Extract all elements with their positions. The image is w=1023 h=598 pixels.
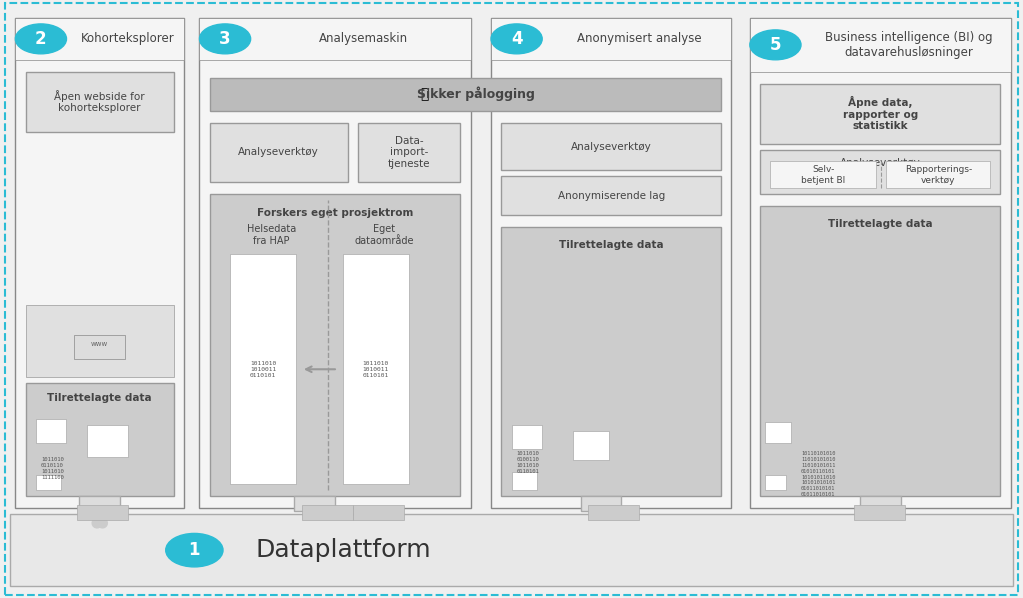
FancyBboxPatch shape [501,227,721,496]
FancyBboxPatch shape [760,84,1000,144]
FancyBboxPatch shape [512,472,537,490]
Text: Tilrettelagte data: Tilrettelagte data [47,393,152,402]
FancyBboxPatch shape [10,514,1013,586]
Text: Sikker pålogging: Sikker pålogging [416,87,535,102]
FancyBboxPatch shape [886,161,990,188]
FancyBboxPatch shape [573,431,609,460]
FancyBboxPatch shape [765,475,786,490]
FancyBboxPatch shape [491,18,731,60]
FancyBboxPatch shape [26,72,174,132]
Text: Analysemaskin: Analysemaskin [318,32,408,45]
FancyBboxPatch shape [36,475,61,490]
FancyBboxPatch shape [588,505,639,520]
FancyBboxPatch shape [199,18,471,508]
FancyBboxPatch shape [75,335,126,359]
FancyBboxPatch shape [854,505,905,520]
Text: 1011010
0110110
1011010
1111100: 1011010 0110110 1011010 1111100 [41,457,63,480]
FancyBboxPatch shape [765,422,791,443]
FancyBboxPatch shape [36,419,66,443]
FancyBboxPatch shape [79,496,121,511]
Text: Eget
dataområde: Eget dataområde [354,224,413,246]
FancyBboxPatch shape [859,496,901,511]
FancyBboxPatch shape [77,505,128,520]
Text: www: www [91,341,108,347]
FancyBboxPatch shape [15,18,184,60]
Text: 1011010
1010011
0110101: 1011010 1010011 0110101 [363,361,389,377]
FancyBboxPatch shape [358,123,460,182]
Text: Åpne data,
rapporter og
statistikk: Åpne data, rapporter og statistikk [843,96,918,131]
Circle shape [199,24,251,54]
FancyBboxPatch shape [580,496,621,511]
Text: 5: 5 [769,36,782,54]
Text: Selv-
betjent BI: Selv- betjent BI [801,165,845,185]
Text: Rapporterings-
verktøy: Rapporterings- verktøy [904,165,972,185]
FancyBboxPatch shape [750,18,1011,72]
FancyBboxPatch shape [26,305,174,377]
Circle shape [166,533,223,567]
Text: Business intelligence (BI) og
datavarehusløsninger: Business intelligence (BI) og datavarehu… [825,31,992,59]
FancyBboxPatch shape [770,161,876,188]
Text: Tilrettelagte data: Tilrettelagte data [828,219,933,230]
Text: 1011010
1010011
0110101: 1011010 1010011 0110101 [250,361,276,377]
Text: 1011010
0100110
1011010
0110101: 1011010 0100110 1011010 0110101 [517,451,539,474]
FancyBboxPatch shape [15,18,184,508]
FancyBboxPatch shape [230,254,296,484]
Text: 3: 3 [219,30,231,48]
FancyBboxPatch shape [343,254,408,484]
Text: 10110101010
11010101010
11010101011
01010110101
10101011010
10101010101
01011010: 10110101010 11010101010 11010101011 0101… [801,451,836,497]
Text: Helsedata
fra HAP: Helsedata fra HAP [247,224,296,246]
Circle shape [15,24,66,54]
Text: 2: 2 [35,30,47,48]
Circle shape [491,24,542,54]
FancyBboxPatch shape [210,123,348,182]
FancyBboxPatch shape [199,18,471,60]
Text: Analyseverktøy: Analyseverktøy [571,142,652,151]
FancyBboxPatch shape [501,123,721,170]
Text: Anonymiserende lag: Anonymiserende lag [558,191,665,201]
Text: Åpen webside for
kohorteksplorer: Åpen webside for kohorteksplorer [54,90,145,114]
FancyBboxPatch shape [491,18,731,508]
Circle shape [750,30,801,60]
Text: Analyseverktøy: Analyseverktøy [238,148,319,157]
FancyBboxPatch shape [26,383,174,496]
FancyBboxPatch shape [210,78,721,111]
Text: 4: 4 [510,30,523,48]
Text: Anonymisert analyse: Anonymisert analyse [577,32,702,45]
Text: Dataplattform: Dataplattform [256,538,432,562]
Text: Tilrettelagte data: Tilrettelagte data [559,240,664,251]
FancyBboxPatch shape [353,505,404,520]
Text: 1: 1 [188,541,201,559]
Text: Analyseverktøy: Analyseverktøy [840,158,921,169]
FancyBboxPatch shape [750,18,1011,508]
FancyBboxPatch shape [210,194,460,496]
FancyBboxPatch shape [760,206,1000,496]
FancyBboxPatch shape [501,176,721,215]
Text: Kohorteksplorer: Kohorteksplorer [81,32,175,45]
FancyBboxPatch shape [295,496,335,511]
Text: 🔒: 🔒 [420,87,429,101]
FancyBboxPatch shape [760,150,1000,194]
Text: Data-
import-
tjeneste: Data- import- tjeneste [388,136,431,169]
FancyBboxPatch shape [302,505,353,520]
Text: Forskers eget prosjektrom: Forskers eget prosjektrom [257,208,413,218]
FancyBboxPatch shape [87,425,128,457]
FancyBboxPatch shape [512,425,542,448]
